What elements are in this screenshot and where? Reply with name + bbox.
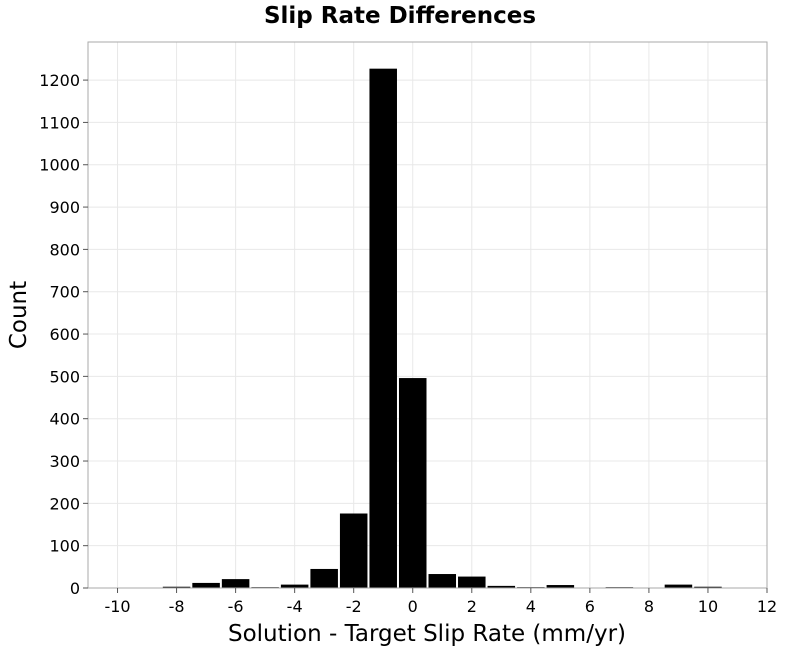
y-tick-label: 1200 bbox=[39, 71, 80, 90]
y-tick-label: 0 bbox=[70, 579, 80, 598]
histogram-bar bbox=[664, 584, 693, 588]
x-tick-label: -8 bbox=[169, 597, 185, 616]
histogram-bar bbox=[192, 582, 220, 588]
histogram-bar bbox=[546, 585, 575, 588]
grid-lines bbox=[88, 42, 768, 589]
y-tick-label: 900 bbox=[49, 198, 80, 217]
y-tick-label: 100 bbox=[49, 537, 80, 556]
x-tick-label: 12 bbox=[757, 597, 777, 616]
x-tick-label: -4 bbox=[287, 597, 303, 616]
histogram-bar bbox=[694, 586, 722, 588]
histogram-bar bbox=[428, 574, 457, 588]
y-tick-label: 1000 bbox=[39, 156, 80, 175]
y-tick-label: 600 bbox=[49, 325, 80, 344]
y-tick-label: 700 bbox=[49, 283, 80, 302]
plot-frame bbox=[87, 41, 768, 589]
y-tick-label: 300 bbox=[49, 452, 80, 471]
histogram-bar bbox=[487, 585, 516, 588]
y-tick-label: 200 bbox=[49, 494, 80, 513]
histogram-bar bbox=[458, 576, 486, 588]
x-tick-label: 2 bbox=[467, 597, 477, 616]
x-tick-label: -10 bbox=[104, 597, 130, 616]
y-tick-label: 800 bbox=[49, 240, 80, 259]
x-tick-label: 4 bbox=[526, 597, 536, 616]
chart-title: Slip Rate Differences bbox=[264, 3, 536, 29]
x-tick-label: -2 bbox=[346, 597, 362, 616]
histogram-bar bbox=[221, 579, 250, 588]
histogram-bar bbox=[162, 586, 191, 588]
y-tick-label: 1100 bbox=[39, 113, 80, 132]
x-tick-label: -6 bbox=[228, 597, 244, 616]
y-axis-label: Count bbox=[6, 281, 32, 349]
histogram-bar bbox=[280, 584, 309, 588]
histogram-bar bbox=[310, 568, 338, 588]
x-tick-label: 6 bbox=[585, 597, 595, 616]
histogram-bar bbox=[369, 68, 397, 589]
histogram-bar bbox=[339, 513, 368, 588]
x-axis-label: Solution - Target Slip Rate (mm/yr) bbox=[228, 621, 626, 647]
y-tick-label: 500 bbox=[49, 367, 80, 386]
x-tick-label: 10 bbox=[698, 597, 718, 616]
y-tick-label: 400 bbox=[49, 410, 80, 429]
axis-ticks: -10 -8 -6 -4 -2 0 2 4 6 8 10 12 0 100 200 300 400 500 600 7… bbox=[39, 71, 777, 616]
histogram-bar bbox=[398, 378, 427, 588]
x-tick-label: 8 bbox=[644, 597, 654, 616]
bars bbox=[162, 68, 722, 589]
x-tick-label: 0 bbox=[408, 597, 418, 616]
